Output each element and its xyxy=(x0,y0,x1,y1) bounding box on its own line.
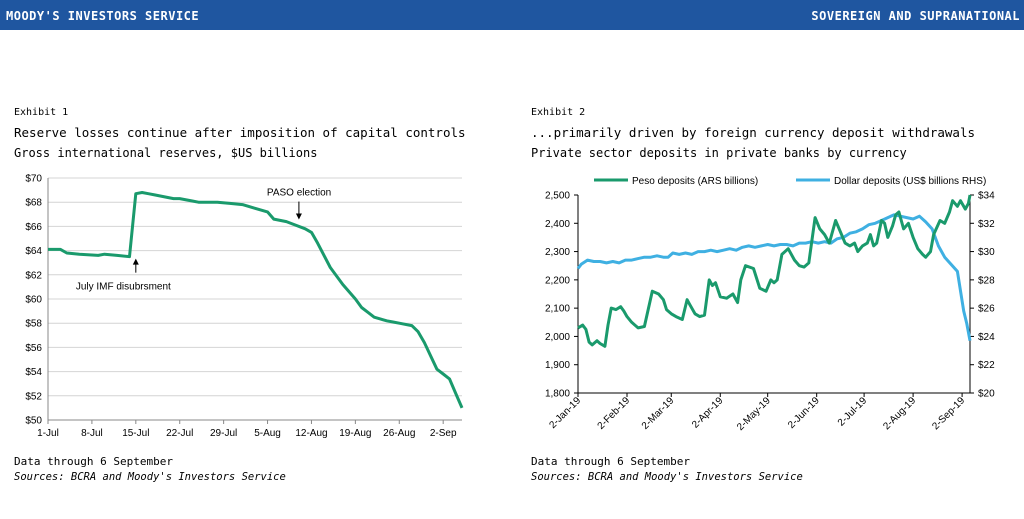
right-y-tick-label: $30 xyxy=(978,247,995,258)
y-tick-label: $56 xyxy=(25,343,42,354)
x-tick-label: 29-Jul xyxy=(210,428,237,439)
paso-arrow-head xyxy=(295,213,302,220)
left-y-tick-label: 2,100 xyxy=(545,304,570,315)
x-tick-label: 2-Jan-19 xyxy=(547,395,583,431)
left-y-tick-label: 2,200 xyxy=(545,275,570,286)
x-tick-label: 2-Feb-19 xyxy=(596,395,633,432)
left-y-tick-label: 2,400 xyxy=(545,219,570,230)
x-tick-label: 2-Jun-19 xyxy=(786,395,822,431)
x-tick-label: 2-Mar-19 xyxy=(640,395,677,432)
right-y-tick-label: $22 xyxy=(978,360,995,371)
x-tick-label: 22-Jul xyxy=(166,428,193,439)
left-y-tick-label: 2,000 xyxy=(545,332,570,343)
y-tick-label: $54 xyxy=(25,367,42,378)
exhibit2-subtitle: Private sector deposits in private banks… xyxy=(531,146,907,160)
reserves-series-line xyxy=(48,191,464,409)
x-tick-label: 2-Apr-19 xyxy=(690,395,726,431)
exhibit2-source: Sources: BCRA and Moody's Investors Serv… xyxy=(531,471,803,483)
y-tick-label: $66 xyxy=(25,222,42,233)
x-tick-label: 2-May-19 xyxy=(735,395,773,433)
right-y-tick-label: $20 xyxy=(978,389,995,400)
section-name: SOVEREIGN AND SUPRANATIONAL xyxy=(811,9,1020,23)
y-tick-label: $62 xyxy=(25,270,42,281)
annotation-imf: July IMF disubrsment xyxy=(76,282,171,293)
reserves-chart: $50 $52 $54 $56 $58 $60 $62 $64 $66 $68 $70 1-Jul 8-… xyxy=(25,174,464,439)
report-header-bar: MOODY'S INVESTORS SERVICE SOVEREIGN AND … xyxy=(0,0,1024,30)
peso-deposits-line xyxy=(577,194,972,348)
x-tick-label: 26-Aug xyxy=(383,428,415,439)
exhibit1-source: Sources: BCRA and Moody's Investors Serv… xyxy=(14,471,286,483)
x-tick-label: 2-Sep-19 xyxy=(930,395,967,432)
y-tick-label: $50 xyxy=(25,416,42,427)
x-tick-label: 15-Jul xyxy=(122,428,149,439)
y-tick-label: $60 xyxy=(25,295,42,306)
exhibit2-data-note: Data through 6 September xyxy=(531,455,690,468)
x-tick-label: 19-Aug xyxy=(339,428,371,439)
right-y-tick-label: $34 xyxy=(978,191,995,202)
x-tick-label: 1-Jul xyxy=(37,428,59,439)
exhibit1-title: Reserve losses continue after imposition… xyxy=(14,125,466,140)
x-tick-label: 2-Aug-19 xyxy=(881,395,918,432)
x-tick-label: 8-Jul xyxy=(81,428,103,439)
right-y-tick-label: $28 xyxy=(978,275,995,286)
legend-label-peso: Peso deposits (ARS billions) xyxy=(632,176,758,187)
dollar-deposits-line xyxy=(576,213,972,341)
y-tick-label: $64 xyxy=(25,246,42,257)
y-tick-label: $70 xyxy=(25,174,42,185)
exhibit1-label: Exhibit 1 xyxy=(14,107,69,118)
left-y-tick-label: 2,300 xyxy=(545,247,570,258)
x-tick-label: 2-Sep xyxy=(430,428,457,439)
x-tick-label: 2-Jul-19 xyxy=(836,395,870,429)
brand-name: MOODY'S INVESTORS SERVICE xyxy=(6,9,200,23)
exhibit1-subtitle: Gross international reserves, $US billio… xyxy=(14,146,318,160)
left-y-tick-label: 1,900 xyxy=(545,360,570,371)
exhibit1-data-note: Data through 6 September xyxy=(14,455,173,468)
y-tick-label: $52 xyxy=(25,391,42,402)
y-tick-label: $68 xyxy=(25,198,42,209)
right-y-tick-label: $32 xyxy=(978,219,995,230)
left-y-tick-label: 2,500 xyxy=(545,191,570,202)
left-y-tick-label: 1,800 xyxy=(545,389,570,400)
y-tick-label: $58 xyxy=(25,319,42,330)
deposits-chart: Peso deposits (ARS billions) Dollar depos… xyxy=(545,176,995,433)
exhibit2-title: ...primarily driven by foreign currency … xyxy=(531,125,976,140)
right-y-tick-label: $26 xyxy=(978,304,995,315)
x-tick-label: 5-Aug xyxy=(254,428,281,439)
right-y-tick-label: $24 xyxy=(978,332,995,343)
annotation-paso: PASO election xyxy=(267,188,331,199)
legend-label-dollar: Dollar deposits (US$ billions RHS) xyxy=(834,176,986,187)
imf-arrow-head xyxy=(132,258,139,265)
exhibit2-label: Exhibit 2 xyxy=(531,107,586,118)
x-tick-label: 12-Aug xyxy=(295,428,327,439)
